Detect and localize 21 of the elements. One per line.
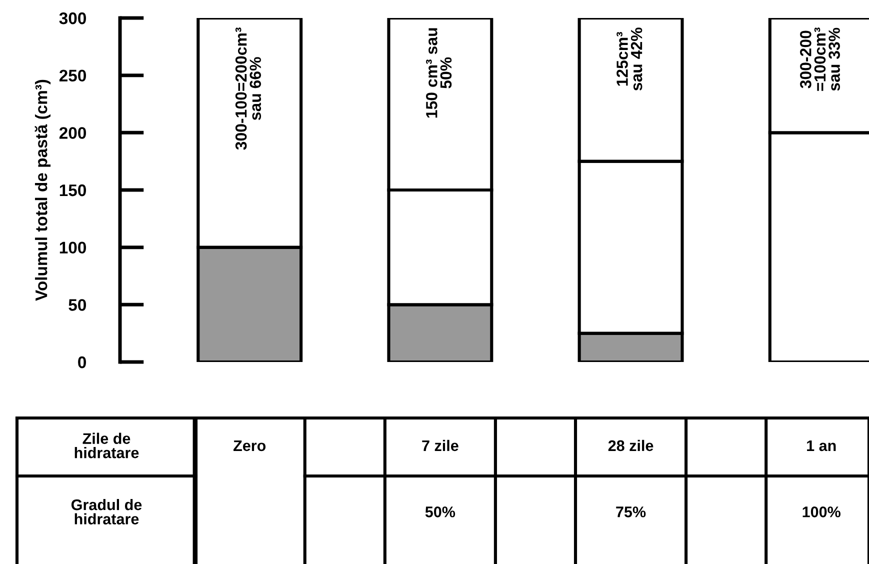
x-tick-label: Zero — [234, 440, 266, 452]
x-tick-label: 28 zile — [608, 440, 654, 452]
x-tick-label: 1 an — [807, 440, 836, 452]
text: 100% — [802, 506, 840, 518]
y-tick-label: 150 — [60, 184, 86, 196]
y-tick-label: 250 — [59, 70, 86, 82]
data-label: 300-200 =100cm³ sau 33% — [800, 28, 840, 91]
y-tick-label: 300 — [59, 12, 86, 24]
x-tick-label: 7 zile — [422, 440, 458, 452]
text: Zile de hidratare — [74, 432, 139, 458]
data-label: 150 cm³ sau 50% — [426, 28, 452, 118]
data-label: 125cm³ sau 42% — [616, 28, 642, 91]
data-label: 300-100=200cm³ sau 66% — [235, 28, 262, 150]
y-tick-label: 50 — [68, 299, 86, 311]
text: 50% — [425, 506, 456, 518]
text: 75% — [616, 506, 646, 518]
text: Gradul de hidratare — [71, 498, 142, 524]
y-tick-label: 0 — [78, 356, 86, 368]
y-tick-label: 200 — [59, 127, 86, 139]
y-tick-label: 100 — [60, 242, 86, 254]
y-axis-title: Volumul total de pastă (cm³) — [34, 80, 51, 301]
